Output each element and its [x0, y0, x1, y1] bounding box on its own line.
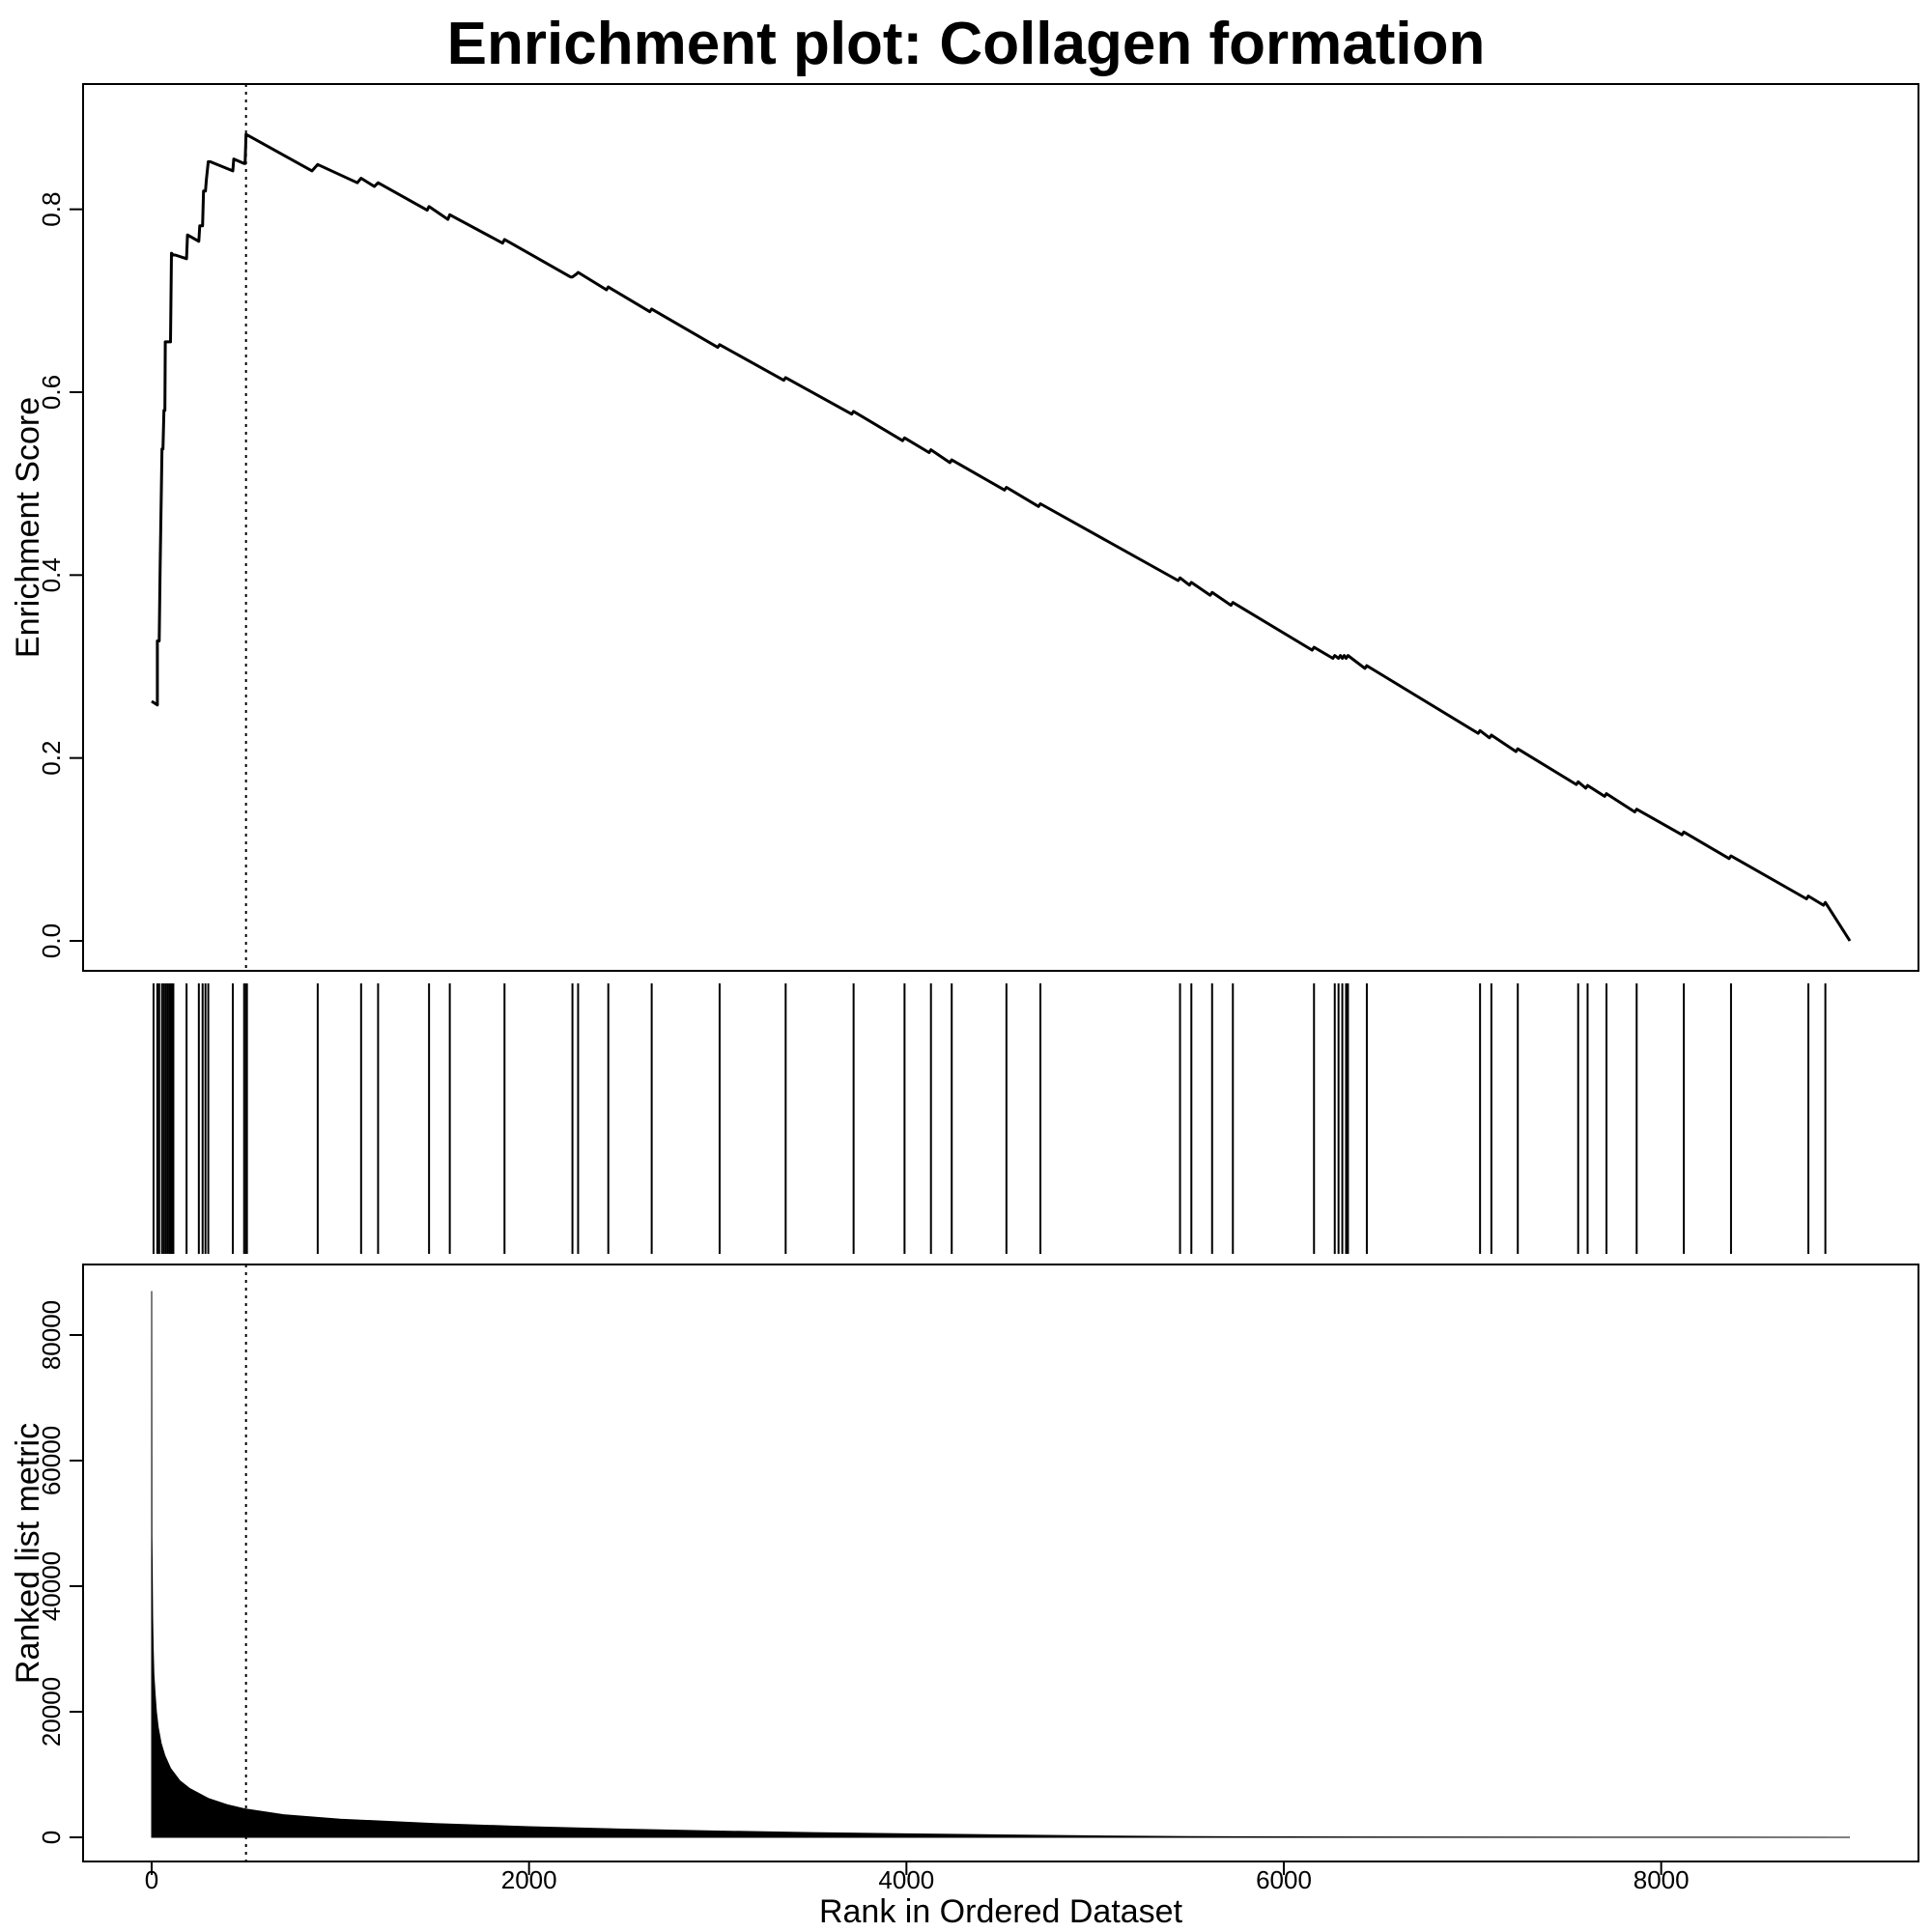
metric-x-tick-label: 4000	[878, 1865, 934, 1894]
enrichment-score-line	[151, 132, 1852, 942]
metric-x-tick-label: 8000	[1634, 1865, 1690, 1894]
metric-y-tick-label: 40000	[37, 1551, 66, 1621]
ranked-metric-panel: 0 20000 40000 60000 80000 Ranked list metric 0…	[10, 1264, 1919, 1930]
es-y-tick-label: 0.2	[37, 741, 66, 776]
metric-y-tick-label: 60000	[37, 1426, 66, 1495]
es-y-axis-label: Enrichment Score	[10, 397, 46, 658]
es-y-tick-label: 0.8	[37, 192, 66, 227]
es-y-tick-label: 0.0	[37, 923, 66, 958]
metric-x-tick-label: 2000	[501, 1865, 557, 1894]
chart-title: Enrichment plot: Collagen formation	[446, 11, 1486, 77]
es-y-tick-label: 0.4	[37, 557, 66, 592]
metric-x-axis-label: Rank in Ordered Dataset	[819, 1893, 1183, 1930]
metric-x-tick-label: 0	[145, 1865, 158, 1894]
metric-plot-frame	[82, 1264, 1919, 1862]
gene-hit-barcode-panel	[152, 983, 1827, 1254]
metric-x-tick-label: 6000	[1256, 1865, 1312, 1894]
es-plot-frame	[82, 83, 1919, 972]
metric-y-tick-label: 0	[37, 1831, 66, 1844]
metric-y-tick-label: 80000	[37, 1300, 66, 1370]
enrichment-score-panel: 0.0 0.2 0.4 0.6 0.8 Enrichment Score	[10, 83, 1919, 972]
metric-y-axis-label: Ranked list metric	[10, 1423, 46, 1684]
es-y-tick-label: 0.6	[37, 375, 66, 410]
ranked-metric-area	[151, 1291, 1851, 1838]
metric-y-tick-label: 20000	[37, 1677, 66, 1747]
